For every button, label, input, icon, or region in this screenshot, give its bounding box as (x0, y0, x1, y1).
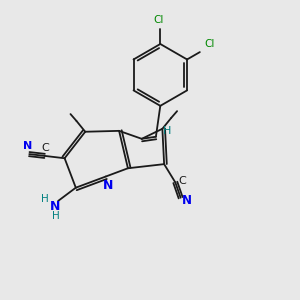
Text: H: H (41, 194, 49, 205)
Text: N: N (23, 141, 32, 151)
Text: Cl: Cl (204, 39, 214, 49)
Text: C: C (41, 142, 49, 153)
Text: N: N (50, 200, 60, 213)
Text: H: H (52, 211, 60, 221)
Text: C: C (178, 176, 186, 186)
Text: H: H (163, 126, 171, 136)
Text: N: N (103, 179, 113, 192)
Text: N: N (182, 194, 192, 207)
Text: Cl: Cl (154, 15, 164, 25)
